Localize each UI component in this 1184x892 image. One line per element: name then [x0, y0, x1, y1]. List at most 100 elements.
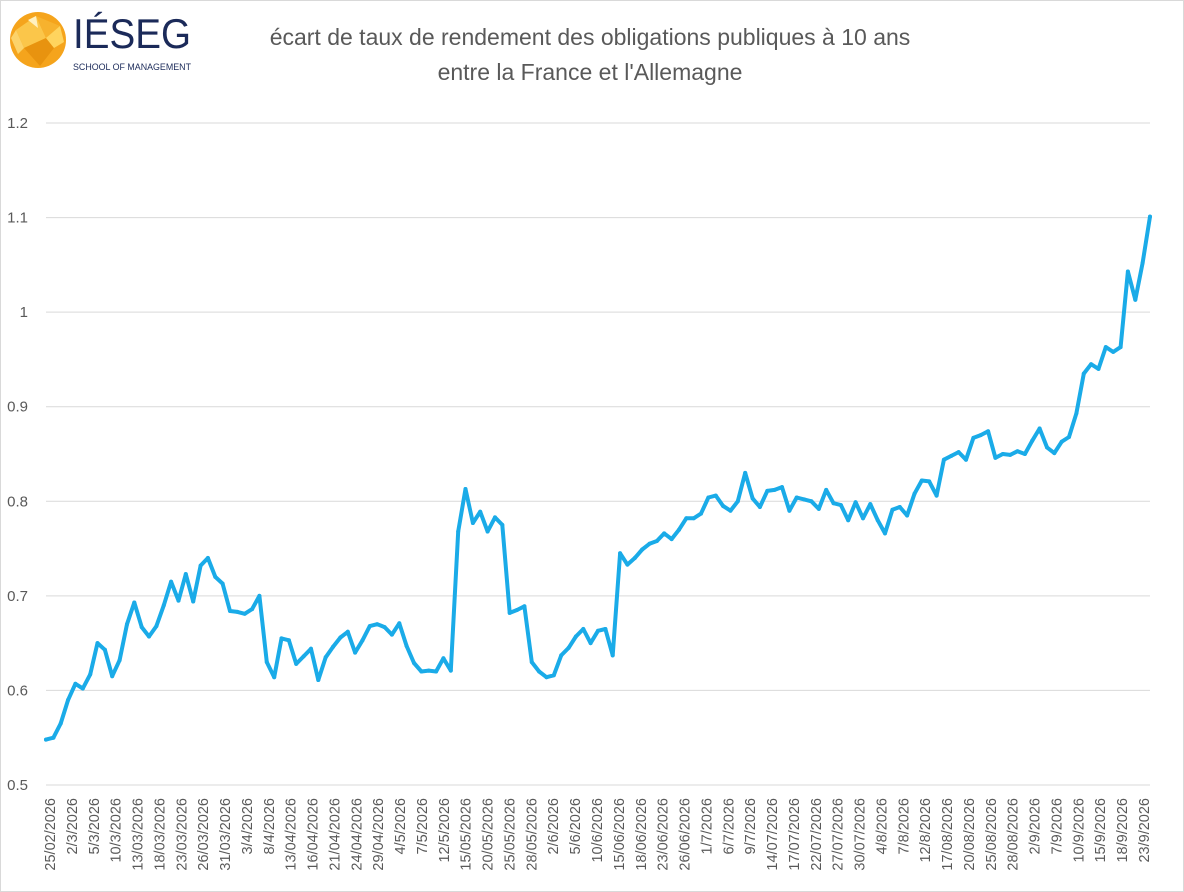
x-tick-label: 9/7/2026 [743, 798, 759, 854]
data-point [816, 506, 821, 511]
x-tick-label: 12/5/2026 [437, 798, 453, 863]
x-tick-label: 13/03/2026 [131, 798, 147, 871]
data-point [309, 646, 313, 651]
data-point [978, 433, 983, 438]
data-point [95, 641, 100, 646]
data-point [883, 531, 887, 536]
data-point [485, 529, 490, 534]
data-point [802, 497, 807, 502]
series-layer [44, 214, 1152, 742]
data-point [750, 496, 755, 501]
data-point [66, 697, 71, 702]
data-point [861, 516, 865, 521]
x-tick-label: 18/03/2026 [152, 798, 168, 871]
x-tick-label: 2/3/2026 [65, 798, 81, 854]
y-axis-ticks: 0.5 0.6 0.7 0.8 0.9 1 1.1 1.2 [7, 115, 28, 794]
data-point [191, 599, 196, 604]
data-point [375, 622, 380, 627]
data-point [44, 737, 48, 742]
data-point [316, 678, 321, 682]
data-point [640, 547, 645, 552]
data-point [721, 504, 726, 508]
data-point [1067, 435, 1071, 439]
x-tick-label: 27/07/2026 [831, 798, 847, 871]
data-point [529, 660, 534, 665]
data-point [51, 735, 56, 740]
x-tick-label: 23/03/2026 [174, 798, 190, 871]
x-tick-label: 4/8/2026 [874, 798, 890, 854]
data-point [581, 627, 586, 631]
x-tick-label: 30/07/2026 [853, 798, 869, 871]
data-point [1111, 349, 1116, 354]
x-tick-label: 1/7/2026 [699, 798, 715, 854]
data-point [242, 611, 247, 616]
data-point [824, 487, 829, 492]
data-point [927, 479, 932, 484]
x-tick-label: 2/9/2026 [1028, 798, 1044, 854]
data-point [632, 556, 637, 560]
y-tick-label: 0.7 [7, 588, 28, 605]
data-point [331, 644, 335, 649]
logo-wordmark: IÉSEG [73, 10, 191, 57]
x-tick-label: 5/6/2026 [568, 798, 584, 854]
x-tick-label: 8/4/2026 [262, 798, 278, 854]
data-point [846, 518, 851, 523]
y-tick-label: 0.8 [7, 493, 28, 510]
data-point [787, 508, 792, 513]
y-tick-label: 0.5 [7, 777, 28, 794]
x-tick-label: 25/08/2026 [984, 798, 1000, 871]
data-point [500, 522, 505, 527]
data-point [441, 656, 446, 661]
data-point [669, 537, 674, 542]
data-point [735, 499, 740, 504]
data-point [154, 624, 159, 629]
x-tick-label: 15/05/2026 [459, 798, 475, 871]
data-point [831, 501, 836, 506]
data-point [1081, 371, 1086, 376]
x-tick-label: 24/04/2026 [349, 798, 365, 871]
y-tick-label: 0.6 [7, 682, 28, 699]
data-point [198, 563, 203, 568]
data-point [706, 495, 711, 500]
x-tick-label: 28/08/2026 [1006, 798, 1022, 871]
data-point [890, 507, 895, 512]
data-point [88, 672, 93, 677]
x-tick-label: 10/6/2026 [590, 798, 606, 863]
data-point [691, 516, 696, 521]
x-tick-label: 25/02/2026 [43, 798, 59, 871]
data-point [610, 653, 615, 658]
data-point [794, 495, 799, 500]
data-point [772, 487, 777, 492]
data-point [183, 572, 188, 577]
data-point [515, 608, 519, 612]
data-point [1103, 345, 1108, 350]
data-point [905, 513, 910, 518]
data-point [434, 669, 439, 674]
x-tick-label: 17/07/2026 [787, 798, 803, 871]
y-tick-label: 0.9 [7, 399, 28, 416]
x-tick-label: 29/04/2026 [371, 798, 387, 871]
data-point [205, 556, 210, 560]
data-point [456, 529, 461, 534]
data-point [1045, 445, 1049, 450]
data-point [566, 645, 571, 650]
data-point [264, 660, 269, 665]
x-tick-label: 20/08/2026 [962, 798, 978, 871]
data-point [699, 511, 703, 516]
data-point [993, 455, 998, 460]
x-tick-label: 16/04/2026 [306, 798, 322, 871]
x-tick-label: 12/8/2026 [918, 798, 934, 863]
data-point [58, 721, 63, 726]
data-point [132, 600, 137, 605]
data-point [338, 635, 343, 640]
data-point [478, 509, 483, 514]
data-point [588, 641, 593, 646]
data-point [662, 531, 667, 536]
data-point [147, 634, 151, 639]
x-tick-label: 15/9/2026 [1093, 798, 1109, 863]
data-point [1148, 214, 1152, 219]
x-tick-label: 21/04/2026 [327, 798, 343, 871]
data-point [713, 493, 718, 498]
data-point [1052, 451, 1057, 456]
data-point [360, 638, 365, 643]
